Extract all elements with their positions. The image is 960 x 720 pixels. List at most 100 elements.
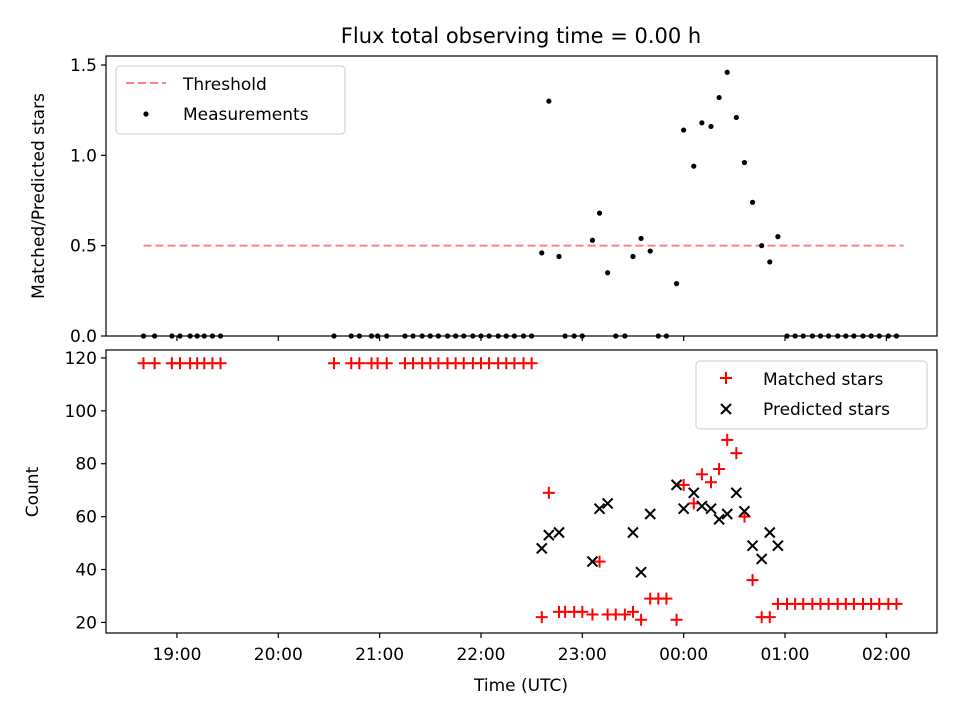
measurement-point (749, 199, 756, 205)
matched-star-point (763, 611, 776, 624)
predicted-star-point (553, 526, 565, 539)
matched-star-point (670, 613, 683, 626)
measurement-point (759, 243, 765, 249)
predicted-star-point (696, 500, 708, 512)
matched-star-point (695, 468, 708, 481)
predicted-star-point (755, 553, 768, 565)
matched-star-point (635, 613, 648, 626)
matched-star-point (328, 357, 341, 370)
matched-star-point (626, 605, 639, 618)
measurement-point (724, 69, 730, 75)
matched-star-point (593, 555, 606, 568)
matched-star-point (173, 357, 186, 370)
chart-title: Flux total observing time = 0.00 h (341, 24, 701, 48)
bottom-y-axis-label: Count (23, 466, 43, 517)
measurement-point (767, 259, 773, 265)
bottom-legend: Matched stars Predicted stars (695, 360, 928, 430)
measurement-point (673, 281, 680, 287)
measurement-point (638, 235, 644, 242)
matched-star-point (687, 497, 700, 510)
top-y-tick-label: 0.5 (70, 237, 97, 257)
bottom-axes-frame (105, 349, 938, 634)
legend-matched-swatch (720, 372, 732, 384)
measurement-point (681, 127, 687, 133)
predicted-star-point (627, 526, 639, 539)
predicted-star-point (688, 487, 700, 499)
bottom-x-tick-label: 02:00 (862, 645, 911, 665)
measurement-point (647, 248, 653, 254)
x-axis-label: Time (UTC) (473, 676, 568, 696)
bottom-x-tick-label: 22:00 (456, 645, 505, 665)
measurement-point (556, 253, 562, 260)
top-y-tick-label: 1.5 (70, 56, 97, 76)
bottom-panel: 20 40 60 80 100 120 19:00 20:00 21:00 22:00 23:00… (23, 349, 938, 696)
predicted-star-point (746, 540, 759, 552)
measurement-point (691, 163, 697, 169)
measurement-point (539, 250, 545, 256)
measurement-point (716, 94, 722, 101)
matched-star-point (730, 447, 743, 460)
matched-star-point (890, 597, 903, 610)
matched-star-point (721, 433, 734, 446)
matched-star-point (713, 463, 726, 476)
predicted-star-point (635, 566, 647, 578)
bottom-x-tick-label: 00:00 (659, 645, 708, 665)
matched-star-point (137, 357, 150, 370)
top-y-tick-label: 0.0 (70, 327, 97, 347)
predicted-star-point (670, 479, 683, 491)
bottom-y-tick-label: 40 (75, 561, 97, 581)
matched-star-point (525, 357, 538, 370)
predicted-star-point (713, 513, 725, 525)
predicted-star-point (586, 555, 599, 568)
matched-star-point (380, 357, 393, 370)
top-y-axis-label: Matched/Predicted stars (29, 93, 49, 299)
matched-star-point (677, 478, 690, 491)
bottom-y-tick-label: 20 (75, 613, 97, 633)
bottom-x-tick-label: 19:00 (152, 645, 201, 665)
predicted-star-point (677, 502, 690, 515)
predicted-star-point (721, 508, 733, 520)
matched-star-point (353, 357, 366, 370)
measurement-point (596, 210, 603, 216)
measurement-point (589, 237, 596, 243)
matched-star-point (542, 486, 555, 499)
top-axes-frame (105, 55, 938, 337)
predicted-star-point (738, 505, 751, 518)
matched-star-point (746, 574, 759, 587)
bottom-x-tick-label: 21:00 (355, 645, 404, 665)
predicted-star-point (764, 526, 776, 539)
measurement-point (630, 253, 636, 260)
measurement-point (708, 123, 714, 130)
bottom-y-tick-label: 100 (65, 402, 97, 422)
bottom-x-tick-label: 20:00 (254, 645, 303, 665)
bottom-y-tick-label: 80 (75, 455, 97, 475)
matched-star-point (618, 608, 631, 621)
legend-measurements-label: Measurements (183, 105, 309, 125)
predicted-star-point (705, 502, 717, 515)
measurement-point (546, 98, 552, 104)
predicted-star-point (772, 540, 784, 552)
measurement-point (775, 234, 781, 240)
matched-star-point (705, 476, 718, 489)
legend-matched-label: Matched stars (763, 370, 883, 390)
predicted-star-point (730, 487, 743, 499)
predicted-star-point (536, 542, 548, 555)
predicted-star-point (593, 502, 606, 515)
predicted-star-point (644, 508, 656, 520)
matched-star-point (576, 605, 589, 618)
bottom-x-tick-label: 01:00 (760, 645, 809, 665)
legend-predicted-swatch (720, 403, 732, 415)
matched-star-point (148, 357, 161, 370)
matched-star-point (535, 611, 548, 624)
predicted-star-point (601, 497, 614, 510)
measurement-point (699, 120, 705, 126)
matched-star-point (586, 608, 599, 621)
bottom-legend-box (695, 360, 928, 430)
top-legend-box (115, 65, 346, 135)
legend-predicted-label: Predicted stars (763, 400, 890, 420)
bottom-x-tick-label: 23:00 (558, 645, 607, 665)
matched-star-point (214, 357, 227, 370)
legend-measurements-swatch (143, 111, 149, 117)
measurement-point (733, 114, 739, 121)
